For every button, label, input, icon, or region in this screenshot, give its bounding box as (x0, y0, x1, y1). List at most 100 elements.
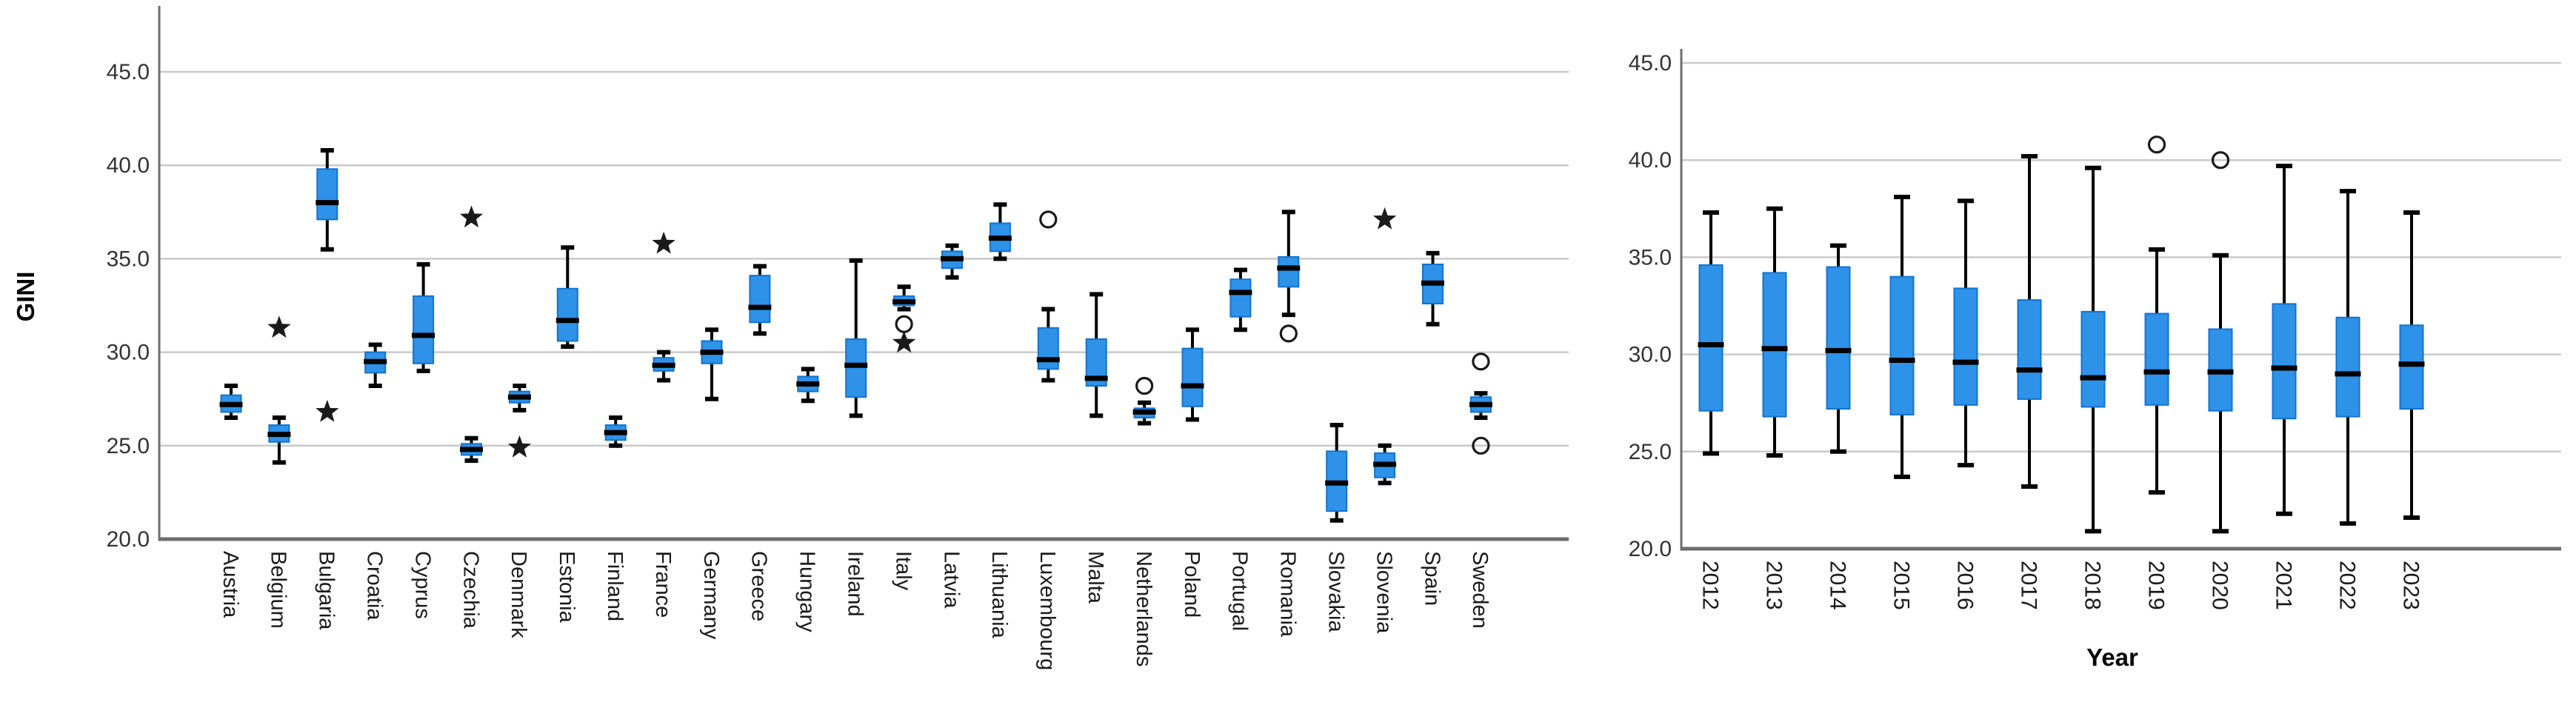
category-label: 2015 (1889, 561, 1914, 610)
outlier-star (316, 399, 339, 422)
category-label: Czechia (458, 551, 482, 629)
boxplot-Luxembourg (1036, 210, 1060, 383)
boxplot-Croatia (364, 342, 387, 389)
category-label: Hungary (795, 551, 819, 632)
iqr-box (1698, 264, 1724, 412)
iqr-box (2335, 316, 2360, 418)
outlier-circle (1472, 353, 1490, 371)
category-label: Denmark (507, 551, 530, 638)
outlier-star (459, 205, 484, 228)
outlier-circle (1279, 324, 1298, 343)
boxplot-Malta (1084, 292, 1108, 418)
iqr-box (316, 168, 338, 221)
y-tick-label: 30.0 (107, 341, 150, 365)
boxplot-2016 (1952, 198, 1979, 468)
iqr-box (2272, 303, 2297, 420)
iqr-box (2081, 310, 2106, 408)
iqr-box (1037, 327, 1059, 370)
boxplot-Italy (892, 284, 916, 353)
outlier-star (652, 231, 675, 254)
outlier-circle (2147, 136, 2166, 154)
category-label: Austria (218, 551, 242, 618)
gini-by-year-group: 45.0 40.0 35.0 30.0 25.0 20.0 2012 2013 2014 2015… (1629, 49, 2561, 671)
category-label: Latvia (939, 551, 963, 609)
category-label: 2020 (2208, 561, 2232, 610)
boxplot-2019 (2143, 136, 2170, 495)
category-label: Romania (1276, 551, 1300, 638)
outlier-circle (2211, 151, 2230, 170)
outlier-circle (895, 315, 913, 333)
boxplot-Czechia (459, 205, 484, 463)
outlier-circle (1039, 210, 1058, 229)
iqr-box (2017, 299, 2042, 400)
y-tick-label: 45.0 (107, 60, 150, 84)
boxplot-Spain (1421, 250, 1444, 327)
x-axis-title: Year (2086, 644, 2138, 671)
boxplot-Poland (1181, 327, 1204, 422)
y-tick-label: 40.0 (1629, 148, 1672, 173)
boxplot-Sweden (1469, 353, 1492, 455)
outlier-star (267, 315, 291, 338)
category-label: Italy (891, 551, 915, 591)
boxplot-Hungary (796, 367, 820, 404)
iqr-box (2144, 313, 2169, 406)
iqr-box (1181, 347, 1204, 407)
boxplot-Estonia (555, 245, 579, 350)
category-label: Estonia (555, 551, 578, 624)
category-label: Bulgaria (315, 551, 338, 630)
category-label: Slovakia (1324, 551, 1348, 632)
category-label: Malta (1084, 551, 1107, 604)
outlier-star (1372, 207, 1397, 230)
y-tick-label: 45.0 (1629, 51, 1672, 76)
category-label: Ireland (844, 551, 867, 617)
boxplot-France (652, 231, 675, 383)
outlier-star (892, 330, 916, 353)
boxplot-Lithuania (988, 202, 1012, 261)
boxplot-Denmark (507, 384, 532, 458)
y-tick-label: 35.0 (1629, 245, 1672, 270)
y-tick-label: 25.0 (1629, 440, 1672, 464)
category-label: Cyprus (410, 551, 434, 619)
category-label: Belgium (267, 551, 290, 629)
boxplot-Latvia (941, 243, 964, 280)
boxplot-2023 (2398, 210, 2425, 521)
category-label: 2019 (2144, 561, 2169, 610)
iqr-box (1278, 255, 1300, 288)
boxplot-2014 (1825, 243, 1852, 454)
iqr-box (845, 338, 867, 398)
iqr-box (1762, 272, 1787, 418)
iqr-box (1826, 266, 1851, 410)
boxplot-2021 (2271, 164, 2298, 516)
category-label: Germany (699, 551, 723, 640)
category-label: 2023 (2399, 561, 2423, 610)
outlier-circle (1472, 436, 1490, 455)
boxplot-2013 (1761, 206, 1788, 458)
y-tick-label: 20.0 (107, 527, 150, 552)
category-label: Netherlands (1132, 551, 1155, 666)
category-label: Croatia (363, 551, 387, 621)
iqr-box (413, 295, 435, 364)
boxplot-2018 (2080, 165, 2106, 534)
boxplot-Belgium (267, 315, 291, 465)
category-label: Slovenia (1372, 551, 1395, 634)
category-label: 2021 (2272, 561, 2296, 610)
category-label: Portugal (1228, 551, 1252, 631)
y-axis-title: GINI (12, 272, 39, 322)
boxplot-Germany (700, 327, 724, 401)
gini-by-country-group: 45.0 40.0 35.0 30.0 25.0 20.0 Austria Belgium Bu… (12, 6, 1569, 670)
y-tick-label: 25.0 (107, 434, 150, 458)
category-label: Poland (1180, 551, 1204, 618)
iqr-box (1889, 275, 1915, 415)
boxplot-Bulgaria (316, 148, 339, 422)
boxplot-2020 (2207, 151, 2234, 534)
boxplot-2017 (2016, 153, 2043, 490)
boxplot-Cyprus (412, 261, 436, 373)
iqr-box (556, 287, 578, 342)
category-label: Luxembourg (1035, 551, 1059, 670)
y-tick-label: 35.0 (107, 247, 150, 271)
boxplot-2012 (1698, 210, 1724, 456)
boxplot-2015 (1889, 195, 1915, 479)
boxplot-Slovakia (1325, 423, 1349, 523)
